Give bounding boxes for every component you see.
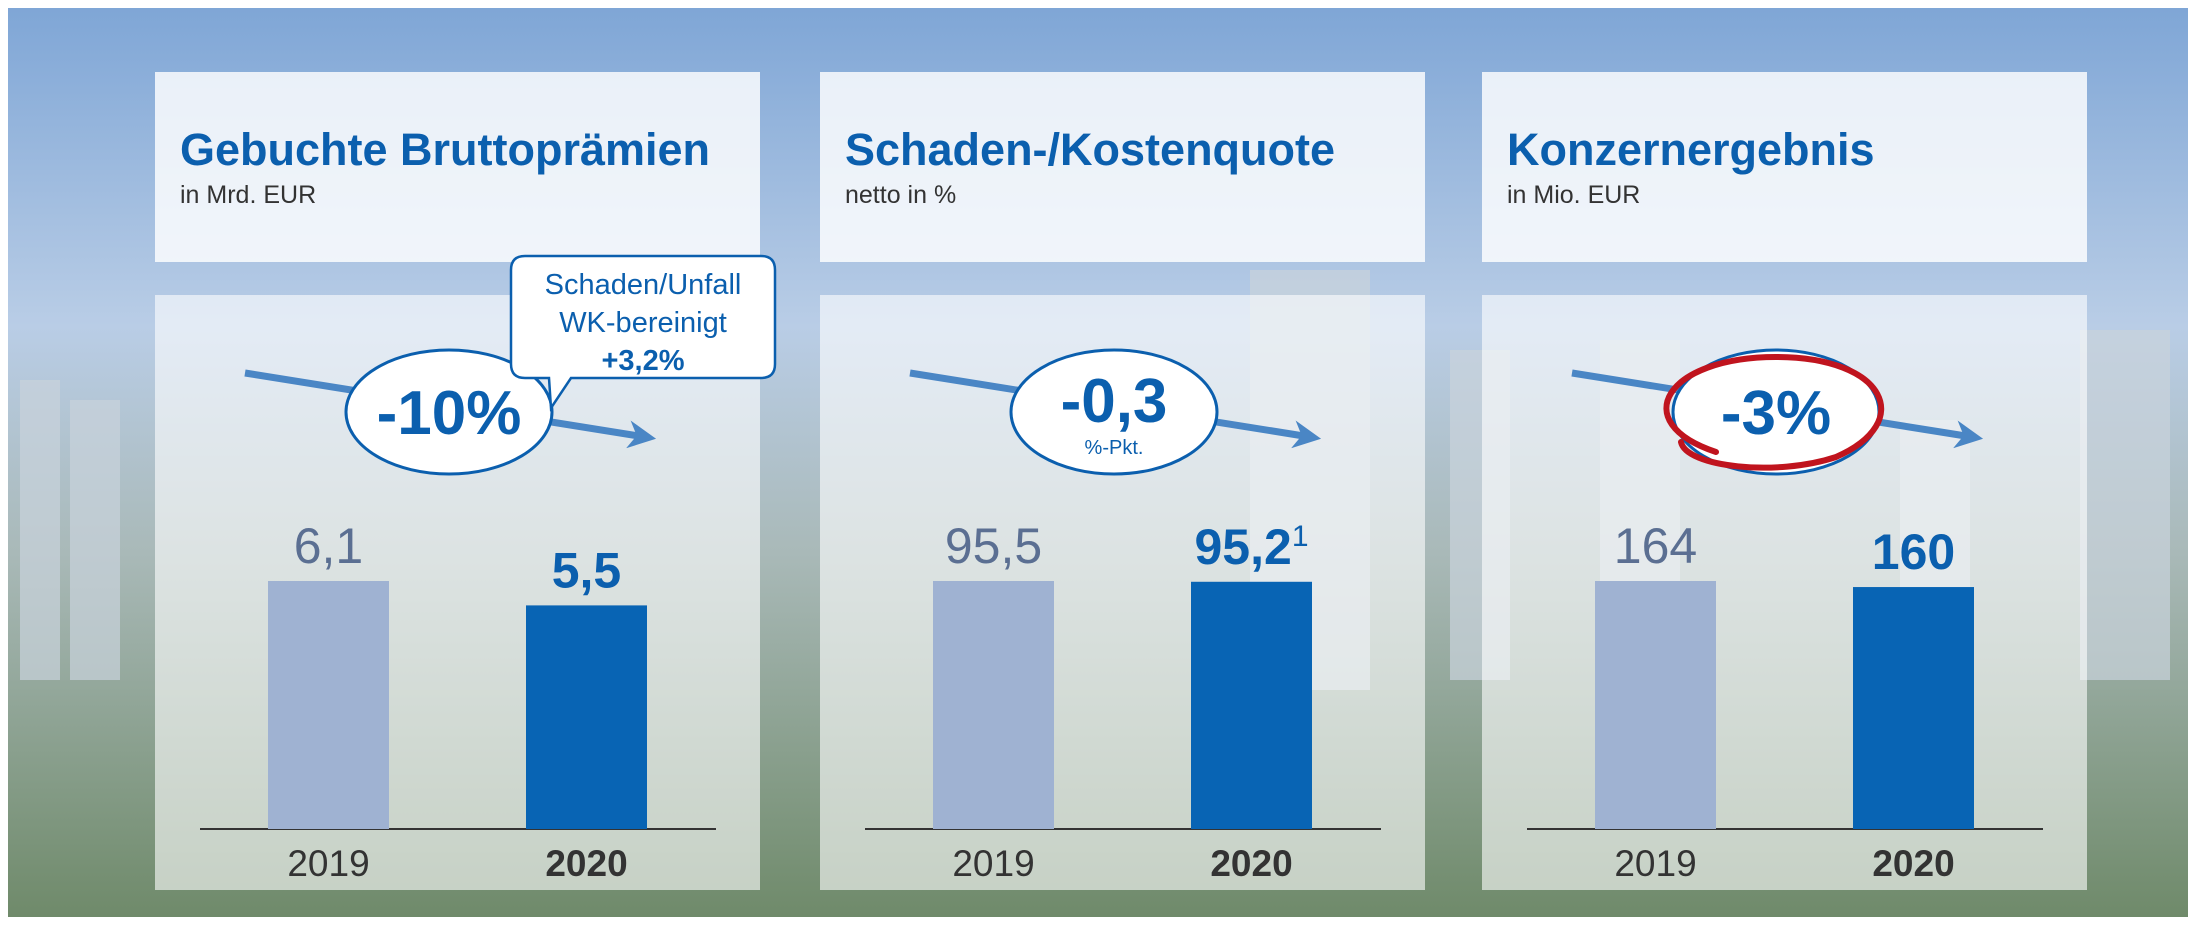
panel-title: Konzernergebnis	[1507, 124, 1875, 175]
value-text: 164	[1614, 518, 1697, 574]
bar	[933, 581, 1054, 829]
callout-text: +3,2%	[601, 345, 684, 377]
panel-title: Gebuchte Bruttoprämien	[180, 124, 710, 175]
bar	[1191, 581, 1312, 829]
panel-subtitle: in Mrd. EUR	[180, 181, 316, 209]
change-value: -3%	[1721, 379, 1831, 448]
panel-subtitle: netto in %	[845, 181, 956, 209]
value-text: 95,5	[945, 518, 1042, 574]
change-value: -10%	[377, 379, 522, 448]
highlight-circle	[1663, 353, 1884, 471]
value-text: 95,2	[1194, 519, 1291, 575]
value-label: 6,1	[294, 518, 364, 574]
change-badge	[344, 348, 554, 476]
value-text: 5,5	[552, 542, 622, 598]
x-tick-label: 2019	[952, 843, 1034, 884]
bar	[526, 605, 647, 829]
panels: Gebuchte Bruttoprämien in Mrd. EUR 6,1 2019…	[155, 72, 2087, 890]
change-value: -0,3	[1061, 367, 1168, 436]
value-text: 6,1	[294, 518, 364, 574]
callout-box	[509, 254, 777, 412]
bar	[268, 581, 389, 829]
header-box	[1482, 72, 2087, 262]
value-label: 95,21	[1194, 519, 1308, 575]
panel: Schaden-/Kostenquote netto in % 95,5 2019 95…	[820, 72, 1425, 890]
callout-text: WK-bereinigt	[559, 307, 727, 339]
panel: Konzernergebnis in Mio. EUR 164 2019 160 2020…	[1482, 72, 2087, 890]
value-label: 5,5	[552, 542, 622, 598]
panel: Gebuchte Bruttoprämien in Mrd. EUR 6,1 2019…	[155, 72, 777, 890]
header-box	[820, 72, 1425, 262]
bar	[1595, 581, 1716, 829]
footnote-mark: 1	[1292, 520, 1309, 553]
x-tick-label: 2020	[1872, 843, 1954, 884]
header-box	[155, 72, 760, 262]
change-badge	[1009, 348, 1219, 476]
x-tick-label: 2020	[1210, 843, 1292, 884]
panel-subtitle: in Mio. EUR	[1507, 181, 1640, 209]
bar	[1853, 587, 1974, 829]
value-label: 164	[1614, 518, 1697, 574]
callout-text: Schaden/Unfall	[545, 269, 742, 301]
x-tick-label: 2019	[287, 843, 369, 884]
value-label: 160	[1872, 524, 1955, 580]
change-unit: %-Pkt.	[1085, 437, 1144, 459]
panel-title: Schaden-/Kostenquote	[845, 124, 1335, 175]
x-tick-label: 2020	[545, 843, 627, 884]
x-tick-label: 2019	[1614, 843, 1696, 884]
value-text: 160	[1872, 524, 1955, 580]
value-label: 95,5	[945, 518, 1042, 574]
